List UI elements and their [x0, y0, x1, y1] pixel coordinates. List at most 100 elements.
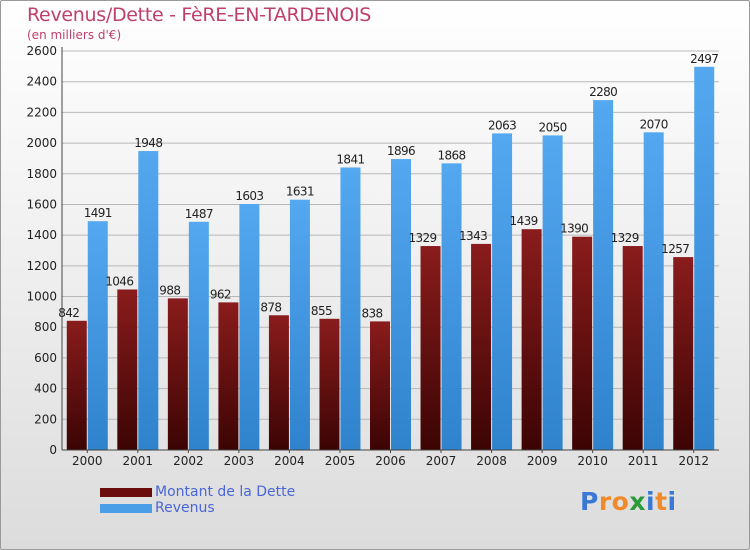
bar-value-label: 1343: [459, 229, 487, 243]
bar-value-label: 1491: [84, 206, 112, 220]
bar-value-label: 1329: [408, 231, 436, 245]
bar-value-label: 1329: [611, 231, 639, 245]
x-tick-label: 2008: [476, 454, 507, 468]
grid-lines: [62, 50, 719, 451]
bar-revenus: [138, 151, 159, 450]
logo-letter: i: [646, 487, 656, 516]
axes: [61, 47, 719, 451]
bar-dette: [572, 236, 593, 450]
bar-revenus: [188, 221, 209, 450]
x-tick-label: 2000: [72, 454, 103, 468]
logo-letter: o: [611, 487, 630, 516]
bar-revenus: [289, 199, 310, 450]
x-tick-label: 2004: [274, 454, 305, 468]
bar-value-label: 988: [159, 283, 180, 297]
bar-dette: [673, 257, 694, 450]
bar-value-labels: 842 1491 1046 1948 988 1487 962 1603 878 1631 855 1…: [58, 52, 719, 321]
bar-revenus: [542, 135, 563, 450]
bar-dette: [66, 320, 87, 450]
bar-revenus: [593, 100, 614, 450]
x-tick-label: 2007: [426, 454, 457, 468]
bar-value-label: 2070: [640, 117, 668, 131]
y-tick-label: 1600: [26, 197, 57, 211]
x-tick-label: 2002: [173, 454, 204, 468]
bar-value-label: 855: [311, 304, 332, 318]
x-axis-ticks: 2000 2001 2002 2003 2004 2005 2006 2007 2008 2009…: [72, 450, 709, 468]
bar-dette: [521, 229, 542, 450]
chart-subtitle: (en milliers d'€): [27, 28, 122, 42]
x-tick-label: 2003: [224, 454, 255, 468]
y-tick-label: 400: [34, 382, 57, 396]
y-tick-label: 1000: [26, 290, 57, 304]
logo-letter: r: [598, 487, 612, 516]
bar-value-label: 1487: [185, 207, 213, 221]
y-tick-label: 2200: [26, 105, 57, 119]
y-tick-label: 600: [34, 351, 57, 365]
bar-value-label: 842: [58, 306, 79, 320]
logo-letter: P: [580, 487, 599, 516]
y-tick-label: 2600: [26, 44, 57, 58]
legend-label-revenus: Revenus: [155, 500, 215, 516]
bar-value-label: 1390: [560, 222, 588, 236]
bar-value-label: 1631: [286, 185, 314, 199]
legend-item-revenus: Revenus: [100, 500, 340, 517]
proxiti-logo: Proxiti: [580, 487, 677, 516]
x-tick-label: 2010: [577, 454, 608, 468]
bar-value-label: 838: [361, 306, 382, 320]
bar-revenus: [340, 167, 361, 451]
bar-revenus: [643, 132, 664, 451]
bar-value-label: 1046: [105, 274, 133, 288]
y-tick-label: 1200: [26, 259, 57, 273]
bar-revenus: [239, 204, 260, 450]
y-tick-label: 200: [34, 412, 57, 426]
x-tick-label: 2009: [527, 454, 558, 468]
y-tick-label: 2000: [26, 136, 57, 150]
legend-swatch-dette: [100, 488, 152, 497]
bar-revenus: [87, 221, 108, 450]
bar-dette: [319, 318, 340, 450]
bar-value-label: 1439: [510, 214, 538, 228]
bars: [66, 66, 715, 451]
y-axis-ticks: 0 200 400 600 800 1000 1200 1400 1600 1800 2000 220…: [26, 44, 57, 457]
legend-swatch-revenus: [100, 504, 152, 513]
bar-value-label: 878: [260, 300, 281, 314]
chart-title: Revenus/Dette - FèRE-EN-TARDENOIS: [27, 4, 372, 26]
logo-letter: i: [667, 487, 677, 516]
bar-dette: [370, 321, 390, 450]
x-tick-label: 2011: [628, 454, 659, 468]
x-tick-label: 2005: [325, 454, 356, 468]
bar-dette: [622, 246, 643, 450]
bar-revenus: [391, 159, 411, 450]
bar-dette: [471, 243, 492, 450]
bar-dette: [167, 298, 188, 450]
x-tick-label: 2006: [375, 454, 406, 468]
bar-value-label: 1841: [336, 152, 364, 166]
bar-dette: [268, 315, 289, 450]
bar-value-label: 1896: [387, 144, 415, 158]
bar-revenus: [441, 163, 462, 450]
y-tick-label: 0: [49, 443, 57, 457]
bar-value-label: 2280: [589, 85, 617, 99]
bar-value-label: 1948: [134, 136, 162, 150]
bar-revenus: [694, 66, 715, 450]
bar-dette: [117, 289, 138, 450]
bar-value-label: 1603: [235, 189, 263, 203]
bar-revenus: [492, 133, 513, 450]
bar-dette: [218, 302, 239, 450]
y-tick-label: 1800: [26, 167, 57, 181]
y-tick-label: 2400: [26, 75, 57, 89]
y-tick-label: 1400: [26, 228, 57, 242]
logo-letter: t: [655, 487, 668, 516]
x-tick-label: 2012: [678, 454, 709, 468]
bar-dette: [420, 246, 441, 450]
y-tick-label: 800: [34, 320, 57, 334]
bar-value-label: 2063: [488, 118, 516, 132]
bar-value-label: 1257: [661, 242, 689, 256]
legend-item-dette: Montant de la Dette: [100, 484, 340, 501]
bar-value-label: 2497: [690, 52, 718, 66]
bar-value-label: 1868: [437, 148, 465, 162]
logo-letter: x: [629, 487, 646, 516]
legend-label-dette: Montant de la Dette: [155, 484, 296, 500]
x-tick-label: 2001: [123, 454, 154, 468]
